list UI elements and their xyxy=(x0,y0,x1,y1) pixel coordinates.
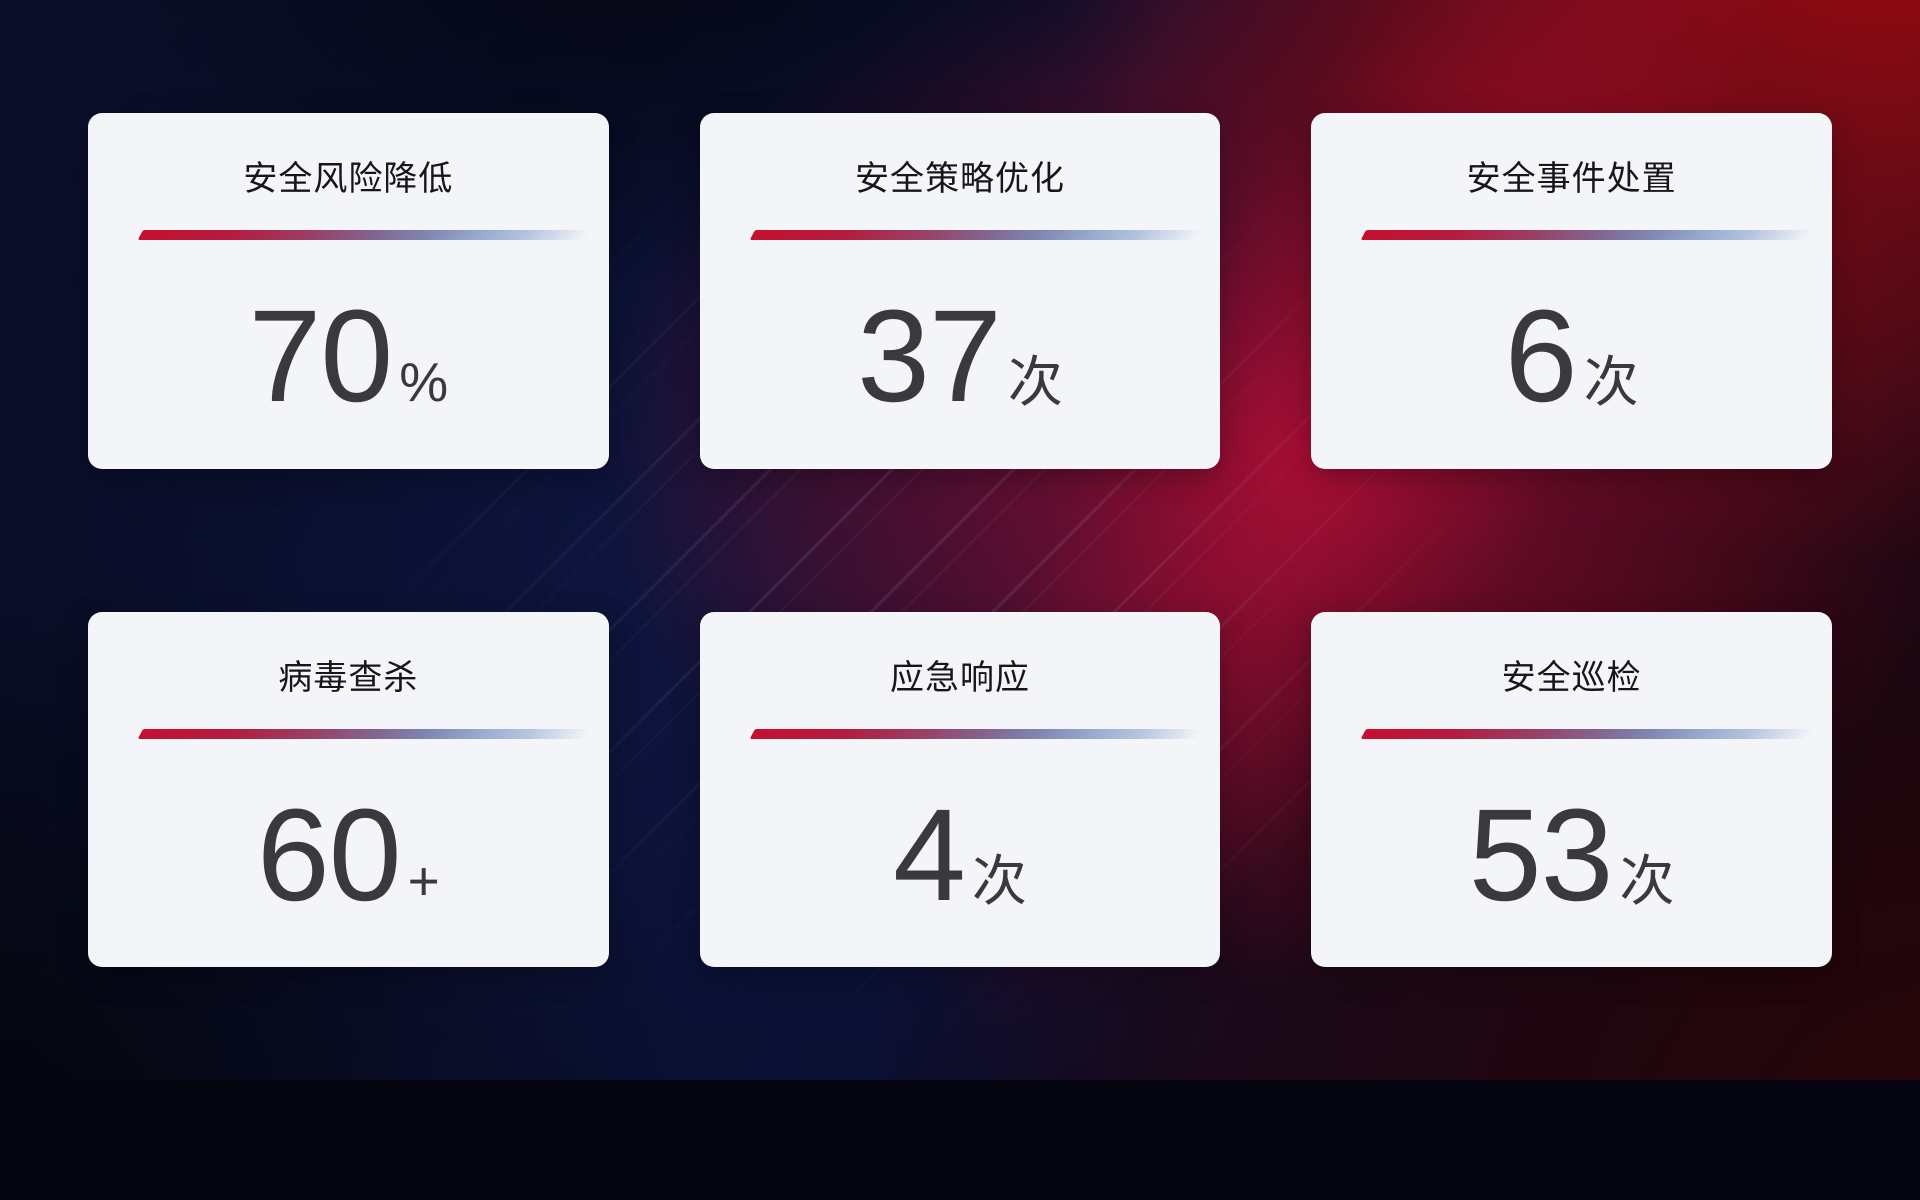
stat-unit: % xyxy=(399,351,449,413)
gradient-divider xyxy=(1361,728,1814,739)
stat-value: 60 xyxy=(256,780,402,928)
stat-unit: 次 xyxy=(971,849,1027,912)
stat-value-row: 4 次 xyxy=(700,789,1221,920)
stat-value-row: 53 次 xyxy=(1311,789,1832,920)
stat-card-title: 应急响应 xyxy=(889,658,1030,697)
stat-unit: 次 xyxy=(1619,849,1675,912)
stat-card-title: 安全巡检 xyxy=(1501,658,1642,697)
stat-card-security-inspection: 安全巡检 53 次 xyxy=(1311,611,1832,967)
gradient-divider xyxy=(137,230,591,240)
stat-card-security-policy-optimization: 安全策略优化 37 次 xyxy=(699,113,1221,469)
stat-unit: 次 xyxy=(1583,351,1639,413)
stat-unit: 次 xyxy=(1007,351,1063,413)
stat-value: 70 xyxy=(248,282,394,429)
stat-card-title: 安全策略优化 xyxy=(854,160,1065,198)
stat-card-security-risk-reduction: 安全风险降低 70 % xyxy=(88,113,609,469)
stat-card-emergency-response: 应急响应 4 次 xyxy=(699,611,1221,967)
stat-value-row: 70 % xyxy=(88,290,609,421)
stat-value: 6 xyxy=(1504,282,1578,429)
gradient-divider xyxy=(1361,230,1814,240)
gradient-divider xyxy=(749,728,1203,739)
stat-value-row: 37 次 xyxy=(700,290,1221,421)
stat-unit: + xyxy=(407,849,440,912)
stat-value: 53 xyxy=(1468,780,1614,928)
gradient-divider xyxy=(749,230,1203,240)
stat-value: 37 xyxy=(857,282,1002,429)
stat-card-title: 安全风险降低 xyxy=(243,160,454,198)
stats-dashboard: 安全风险降低 70 % 安全策略优化 37 次 安全事件处置 6 次 病毒查杀 … xyxy=(88,113,1832,967)
stat-card-title: 安全事件处置 xyxy=(1466,160,1677,198)
stat-value: 4 xyxy=(893,780,966,928)
gradient-divider xyxy=(137,728,591,739)
stat-card-security-incident-handling: 安全事件处置 6 次 xyxy=(1311,113,1832,469)
stat-card-title: 病毒查杀 xyxy=(278,658,419,697)
stat-card-virus-scan: 病毒查杀 60 + xyxy=(88,611,609,967)
stat-value-row: 6 次 xyxy=(1311,290,1832,421)
stat-value-row: 60 + xyxy=(88,789,609,920)
